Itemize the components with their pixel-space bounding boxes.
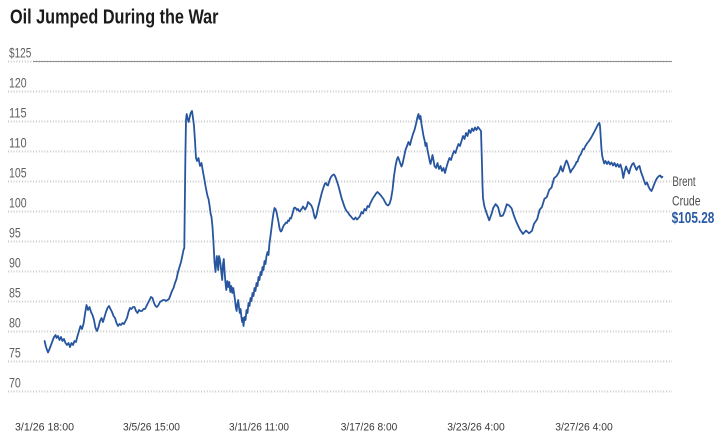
svg-text:80: 80 [9,316,21,331]
svg-text:Crude: Crude [672,194,701,209]
svg-text:3/17/26 8:00: 3/17/26 8:00 [341,421,398,433]
svg-text:90: 90 [9,256,21,271]
svg-text:$105.28: $105.28 [672,210,715,227]
svg-text:70: 70 [9,376,21,391]
svg-text:Oil Jumped During the War: Oil Jumped During the War [10,6,219,29]
svg-text:105: 105 [9,166,27,181]
svg-text:100: 100 [9,196,27,211]
svg-text:115: 115 [9,106,27,121]
svg-text:Brent: Brent [672,174,695,189]
svg-text:85: 85 [9,286,21,301]
svg-text:3/11/26 11:00: 3/11/26 11:00 [229,421,289,433]
svg-text:3/1/26 18:00: 3/1/26 18:00 [15,421,74,433]
svg-text:$125: $125 [9,46,31,61]
svg-text:75: 75 [9,346,21,361]
svg-text:3/23/26 4:00: 3/23/26 4:00 [447,421,505,433]
svg-text:3/5/26 15:00: 3/5/26 15:00 [123,421,180,433]
svg-text:120: 120 [9,76,27,91]
svg-text:110: 110 [9,136,27,151]
svg-text:95: 95 [9,226,21,241]
svg-text:3/27/26 4:00: 3/27/26 4:00 [555,421,613,433]
